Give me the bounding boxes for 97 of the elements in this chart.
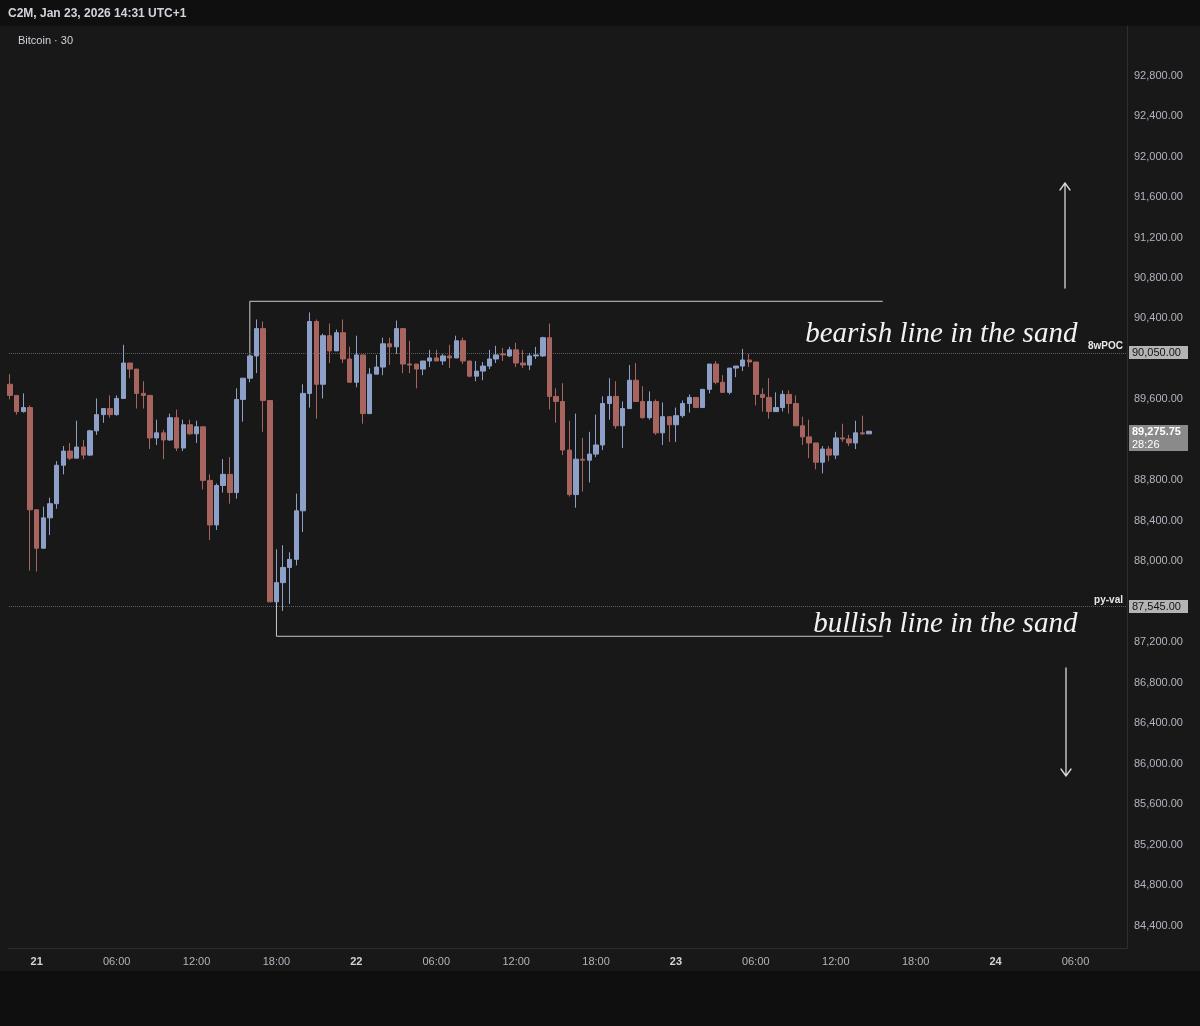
text: 90,050.00 <box>1129 346 1188 360</box>
candlestick <box>700 388 705 409</box>
x-tick-label: 23 <box>669 954 683 967</box>
candlestick <box>114 394 119 417</box>
candlestick <box>653 398 659 436</box>
series-label: bearish line in the sand <box>805 316 1078 349</box>
y-tick-label: 91,600.00 <box>1134 190 1183 203</box>
candlestick <box>101 408 106 424</box>
y-tick-label: 90,400.00 <box>1134 311 1183 324</box>
ref-line-label: py-val <box>1094 593 1124 605</box>
text: Bitcoin · 30 <box>18 33 74 46</box>
y-tick-label: 89,600.00 <box>1134 392 1183 405</box>
candlestick <box>866 430 872 435</box>
y-tick-label: 85,600.00 <box>1134 797 1183 810</box>
candlestick <box>620 400 625 449</box>
y-tick-label: 86,000.00 <box>1134 756 1183 769</box>
y-tick-label: 92,800.00 <box>1134 68 1183 81</box>
text: 87,545.00 <box>1129 599 1188 613</box>
x-tick-label: 06:00 <box>102 954 131 967</box>
candlestick <box>820 445 825 474</box>
candlestick <box>61 445 66 475</box>
candlestick <box>187 419 193 436</box>
y-tick-label: 88,800.00 <box>1134 473 1183 486</box>
candlestick <box>314 319 319 420</box>
x-tick-label: 12:00 <box>822 954 850 967</box>
y-tick-label: 88,400.00 <box>1134 513 1183 526</box>
x-tick-label: 06:00 <box>1061 954 1090 967</box>
x-tick-label: 06:00 <box>422 954 451 967</box>
candlestick <box>860 415 865 436</box>
x-tick-label: 24 <box>989 954 1003 967</box>
candlestick <box>707 363 712 394</box>
y-tick-label: 91,200.00 <box>1134 230 1183 243</box>
x-tick-label: 21 <box>30 954 43 967</box>
text: 89,275.75 <box>1129 424 1188 438</box>
candlestick <box>327 323 332 364</box>
text: C2M, Jan 23, 2026 14:31 UTC+1 <box>8 5 187 21</box>
candlestick <box>354 335 359 388</box>
candlestick <box>833 431 839 460</box>
series-label: bullish line in the sand <box>813 606 1078 639</box>
candlestick <box>434 349 439 362</box>
y-tick-label: 84,800.00 <box>1134 878 1183 891</box>
candlestick <box>507 346 512 358</box>
x-tick-label: 18:00 <box>582 954 610 967</box>
candlestick <box>647 390 652 421</box>
candlestick <box>853 420 858 450</box>
candlestick <box>660 401 665 446</box>
candlestick <box>567 420 572 498</box>
candlestick <box>334 329 339 352</box>
candlestick <box>121 344 126 399</box>
candlestick <box>74 420 79 459</box>
candlestick <box>394 320 399 355</box>
candlestick <box>454 335 459 359</box>
candlestick <box>387 337 392 366</box>
x-tick-label: 12:00 <box>502 954 530 967</box>
y-tick-label: 86,400.00 <box>1134 716 1183 729</box>
y-tick-label: 86,800.00 <box>1134 675 1183 688</box>
text: 28:26 <box>1129 437 1188 451</box>
candlestick <box>367 367 372 415</box>
y-tick-label: 90,800.00 <box>1134 270 1183 283</box>
candlestick <box>573 413 579 509</box>
candlestick <box>194 420 199 444</box>
candlestick <box>167 413 173 442</box>
candlestick <box>693 396 699 409</box>
candlestick <box>826 445 832 462</box>
candlestick <box>154 419 159 446</box>
x-tick-label: 06:00 <box>742 954 770 967</box>
candlestick <box>580 437 585 493</box>
x-tick-label: 18:00 <box>901 954 930 967</box>
candlestick <box>414 363 419 389</box>
y-tick-label: 85,200.00 <box>1134 837 1183 850</box>
candlestick <box>667 416 672 443</box>
candlestick <box>227 456 233 505</box>
candlestick <box>500 347 506 362</box>
candlestick <box>320 333 326 399</box>
candlestick <box>613 380 619 430</box>
x-tick-label: 22 <box>350 954 363 967</box>
candlestick <box>607 377 612 421</box>
candlestick <box>440 353 446 366</box>
candlestick <box>174 409 179 452</box>
candlestick <box>627 364 632 410</box>
x-tick-label: 18:00 <box>262 954 291 967</box>
y-tick-label: 92,000.00 <box>1134 149 1183 162</box>
ref-line-label: 8wPOC <box>1087 340 1123 352</box>
candlestick <box>181 419 186 452</box>
candlestick <box>107 394 113 419</box>
candlestick <box>447 344 452 369</box>
candlestick <box>81 439 86 460</box>
y-tick-label: 88,000.00 <box>1134 554 1183 567</box>
y-tick-label: 84,400.00 <box>1134 918 1183 931</box>
candlestick <box>67 442 73 461</box>
candlestick <box>21 392 26 414</box>
y-tick-label: 87,200.00 <box>1134 635 1183 648</box>
candlestick <box>687 393 692 414</box>
x-tick-label: 12:00 <box>182 954 211 967</box>
candlestick <box>161 429 166 460</box>
candlestick <box>360 354 366 425</box>
y-tick-label: 92,400.00 <box>1134 109 1183 122</box>
